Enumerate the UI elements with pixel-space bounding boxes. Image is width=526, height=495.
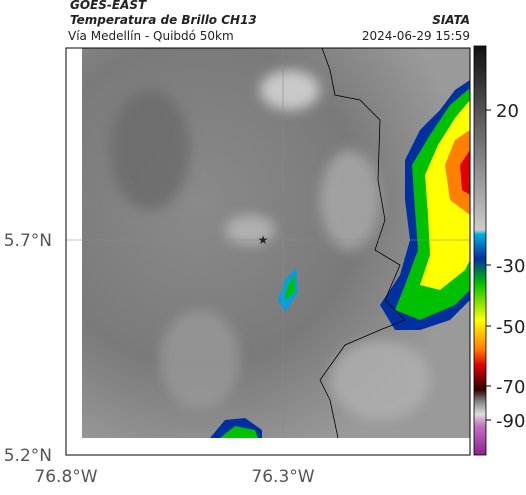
source: SIATA [432,13,470,27]
lat-tick-label: 5.2°N [4,446,52,466]
lon-tick-label: 76.8°W [34,467,97,487]
colorbar-tick-label: -30 [496,256,525,277]
location: Vía Medellín - Quibdó 50km [68,29,234,43]
colorbar-tick-label: -70 [496,377,525,398]
colorbar [473,45,487,456]
datetime: 2024-06-29 15:59 [362,29,470,43]
colorbar-tick-label: 20 [496,101,519,122]
colorbar-tick-label: -50 [496,317,525,338]
lon-tick-label: 76.3°W [251,467,314,487]
lat-tick-label: 5.7°N [4,231,52,251]
title: GOES-EAST [70,0,147,12]
colorbar-tick-label: -90 [496,411,525,432]
svg-text:★: ★ [258,233,269,247]
satellite-image: ★ [66,47,470,439]
map-frame [65,47,471,456]
subtitle: Temperatura de Brillo CH13 [70,13,257,27]
